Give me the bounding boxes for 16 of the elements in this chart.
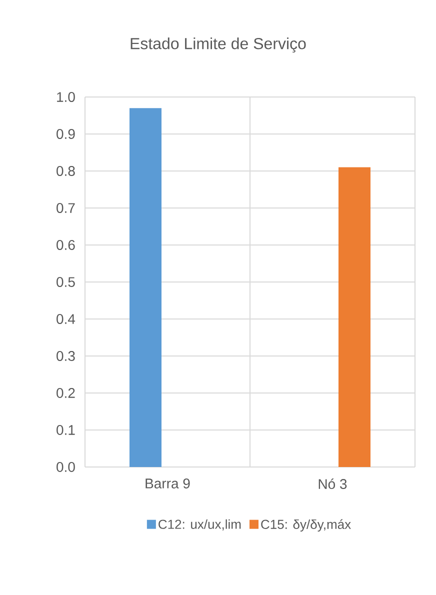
chart-title: Estado Limite de Serviço — [130, 38, 306, 52]
y-tick-label: 1.0 — [57, 92, 75, 102]
y-tick-label: 0.0 — [56, 462, 75, 472]
y-tick-label: 0.3 — [56, 351, 75, 361]
y-tick-label: 0.5 — [56, 277, 75, 287]
y-tick-label: 0.4 — [56, 314, 76, 324]
x-tick-label: Nó 3 — [318, 478, 347, 489]
y-tick-label: 0.6 — [56, 240, 75, 250]
y-tick-label: 0.2 — [56, 388, 75, 398]
legend-label: C12: ux/ux,lim — [158, 519, 241, 530]
x-tick-label: Barra 9 — [146, 478, 190, 488]
y-tick-label: 0.7 — [56, 203, 75, 213]
y-tick-label: 0.9 — [56, 129, 75, 139]
legend-label: C15: δy/δy,máx — [261, 519, 351, 532]
y-tick-label: 0.8 — [56, 166, 75, 176]
y-tick-label: 0.1 — [56, 425, 75, 435]
